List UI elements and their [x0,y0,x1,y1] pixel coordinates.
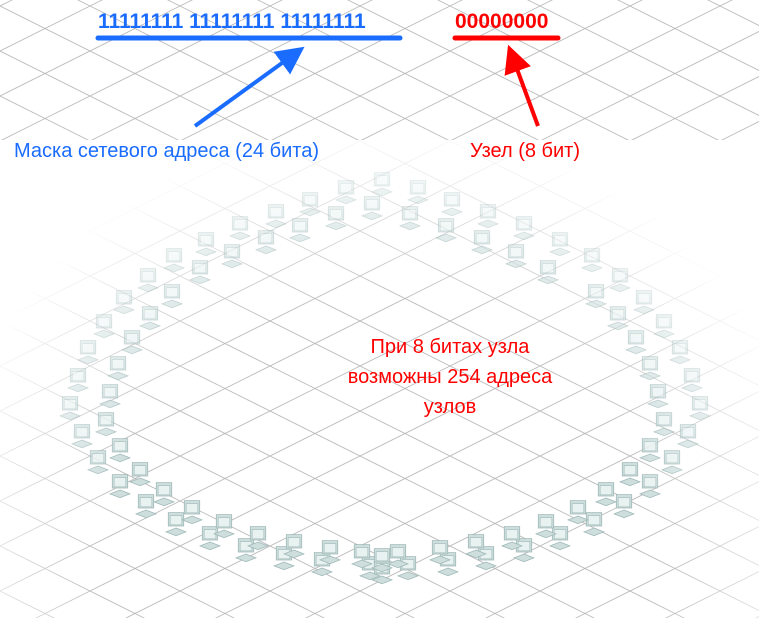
computer-icon [682,369,702,392]
computer-icon [690,397,710,420]
computer-icon [640,357,660,380]
computer-icon [110,439,130,462]
computer-icon [648,385,668,408]
computer-icon [398,557,418,580]
computer-icon [662,451,682,474]
computer-icon [568,501,588,524]
network-mask-label: Маска сетевого адреса (24 бита) [14,140,319,163]
computer-icon [162,285,182,308]
computer-icon [236,539,256,562]
computer-icon [654,413,674,436]
host-bits: 00000000 [455,10,548,34]
computer-icon [678,425,698,448]
computer-icon [408,181,428,204]
mask-arrow [195,50,300,126]
computer-icon [166,513,186,536]
computer-icon [266,205,286,228]
computer-icon [154,483,174,506]
computer-icon [640,439,660,462]
computer-icon [586,285,606,308]
computer-icon [274,547,294,570]
computer-icon [248,527,268,550]
computer-icon [114,291,134,314]
computer-icon [670,341,690,364]
computer-icon [640,475,660,498]
computer-icon [430,541,450,564]
computer-icon [372,173,392,196]
computer-icon [130,463,150,486]
computer-icon [584,513,604,536]
computer-icon [190,261,210,284]
computer-icon [196,233,216,256]
computer-icon [436,219,456,242]
computer-icon [442,193,462,216]
computer-icon [222,245,242,268]
computer-icon [122,331,142,354]
computer-icon [320,541,340,564]
computer-icon [60,397,80,420]
computer-icon [388,545,408,568]
computer-icon [72,425,92,448]
computer-icon [502,527,522,550]
computer-icon [634,291,654,314]
host-label: Узел (8 бит) [470,140,580,163]
computer-icon [200,527,220,550]
computer-icon [514,217,534,240]
computer-icon [214,515,234,538]
computer-icon [608,307,628,330]
computer-icon [136,495,156,518]
computer-icon [654,315,674,338]
network-mask-bits: 11111111 11111111 11111111 [98,10,366,34]
computer-icon [614,495,634,518]
computer-icon [538,261,558,284]
computer-icon [466,535,486,558]
computer-icon [256,231,276,254]
computer-icon [610,269,630,292]
computer-icon [108,357,128,380]
computer-icon [400,207,420,230]
computer-icon [78,341,98,364]
host-arrow [510,50,538,126]
computer-icon [372,549,392,572]
computer-icon [100,385,120,408]
computer-icon [582,249,602,272]
computer-icon [626,331,646,354]
computer-icon [300,193,320,216]
computer-icon [110,475,130,498]
computer-icon [94,315,114,338]
computer-icon [68,369,88,392]
computer-icon [284,535,304,558]
computer-icon [138,269,158,292]
computer-icon [290,219,310,242]
center-caption-line: возможны 254 адреса [330,362,570,392]
computer-icon [506,245,526,268]
computer-icon [336,181,356,204]
computer-icon [326,207,346,230]
computer-icon [164,249,184,272]
computer-icon [620,463,640,486]
diagram-canvas [0,0,759,618]
computer-icon [596,483,616,506]
computer-icon [140,307,160,330]
computer-icon [182,501,202,524]
center-caption: При 8 битах узлавозможны 254 адресаузлов [330,332,570,422]
computer-icon [550,527,570,550]
center-caption-line: При 8 битах узла [330,332,570,362]
computer-icon [362,197,382,220]
computer-icon [478,205,498,228]
computer-icon [472,231,492,254]
computer-icon [96,413,116,436]
computer-icon [476,547,496,570]
computer-icon [352,545,372,568]
center-caption-line: узлов [330,392,570,422]
computer-icon [230,217,250,240]
computer-icon [536,515,556,538]
computer-icon [514,539,534,562]
computer-icon [88,451,108,474]
computer-icon [550,233,570,256]
